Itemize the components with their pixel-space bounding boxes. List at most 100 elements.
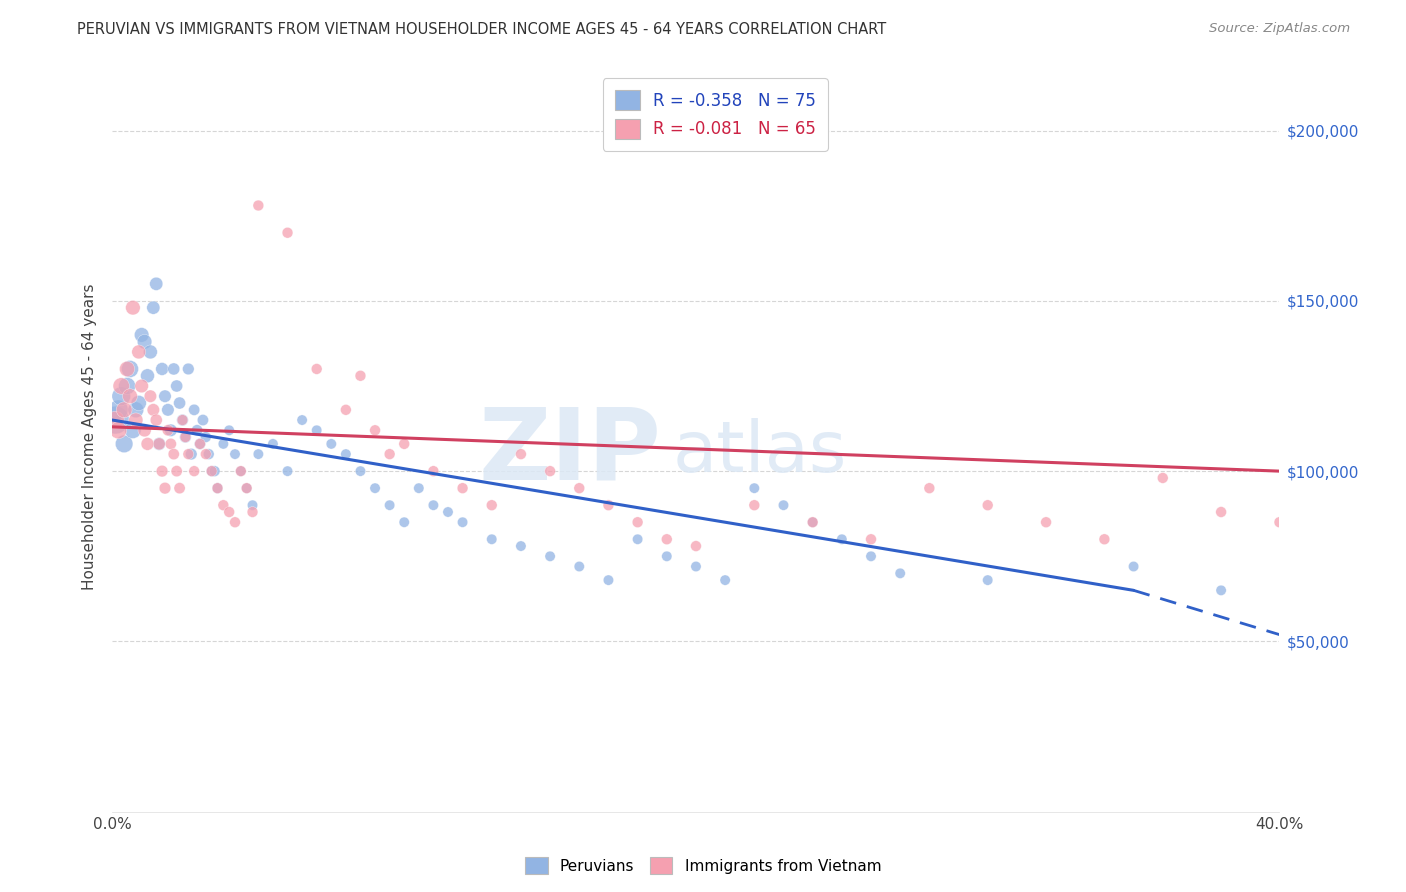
Point xyxy=(451,481,474,495)
Point xyxy=(172,413,194,427)
Point xyxy=(172,413,194,427)
Legend: R = -0.358   N = 75, R = -0.081   N = 65: R = -0.358 N = 75, R = -0.081 N = 65 xyxy=(603,78,828,151)
Y-axis label: Householder Income Ages 45 - 64 years: Householder Income Ages 45 - 64 years xyxy=(82,284,97,591)
Point xyxy=(349,464,371,478)
Point xyxy=(110,389,132,403)
Point xyxy=(150,464,173,478)
Point xyxy=(212,498,235,512)
Point xyxy=(134,423,156,437)
Point xyxy=(538,464,561,478)
Point xyxy=(655,549,678,564)
Point xyxy=(242,505,264,519)
Point xyxy=(364,481,387,495)
Point xyxy=(174,430,197,444)
Point xyxy=(831,533,853,547)
Point xyxy=(394,437,416,451)
Point xyxy=(714,573,737,587)
Point xyxy=(1268,515,1291,529)
Point xyxy=(568,559,591,574)
Point xyxy=(150,362,173,376)
Text: PERUVIAN VS IMMIGRANTS FROM VIETNAM HOUSEHOLDER INCOME AGES 45 - 64 YEARS CORREL: PERUVIAN VS IMMIGRANTS FROM VIETNAM HOUS… xyxy=(77,22,887,37)
Legend: Peruvians, Immigrants from Vietnam: Peruvians, Immigrants from Vietnam xyxy=(519,851,887,880)
Point xyxy=(177,447,200,461)
Point xyxy=(1152,471,1174,485)
Point xyxy=(655,533,678,547)
Point xyxy=(183,464,205,478)
Point xyxy=(627,515,650,529)
Point xyxy=(598,498,620,512)
Point xyxy=(335,447,357,461)
Point xyxy=(321,437,343,451)
Point xyxy=(394,515,416,529)
Point xyxy=(772,498,794,512)
Point xyxy=(118,389,141,403)
Point xyxy=(305,423,328,437)
Point xyxy=(166,379,188,393)
Point xyxy=(889,566,911,581)
Point xyxy=(107,423,129,437)
Point xyxy=(218,505,240,519)
Point xyxy=(247,198,270,212)
Point xyxy=(627,533,650,547)
Point xyxy=(174,430,197,444)
Point xyxy=(685,559,707,574)
Point xyxy=(291,413,314,427)
Point xyxy=(276,226,298,240)
Point xyxy=(160,423,183,437)
Point xyxy=(153,389,176,403)
Point xyxy=(136,437,159,451)
Point xyxy=(801,515,824,529)
Point xyxy=(538,549,561,564)
Point xyxy=(115,362,138,376)
Point xyxy=(180,447,202,461)
Point xyxy=(207,481,229,495)
Point xyxy=(509,447,531,461)
Point xyxy=(437,505,460,519)
Text: ZIP: ZIP xyxy=(478,403,661,500)
Point xyxy=(104,413,127,427)
Point xyxy=(177,362,200,376)
Point xyxy=(481,498,503,512)
Point xyxy=(1209,505,1232,519)
Point xyxy=(156,423,179,437)
Point xyxy=(742,481,765,495)
Point xyxy=(860,549,883,564)
Point xyxy=(110,379,132,393)
Point xyxy=(224,515,246,529)
Point xyxy=(481,533,503,547)
Point xyxy=(166,464,188,478)
Point xyxy=(1122,559,1144,574)
Point xyxy=(107,402,129,417)
Point xyxy=(224,447,246,461)
Point xyxy=(212,437,235,451)
Point xyxy=(186,423,208,437)
Point xyxy=(112,437,135,451)
Point xyxy=(169,396,191,410)
Point xyxy=(229,464,252,478)
Point xyxy=(188,437,211,451)
Point xyxy=(976,498,998,512)
Point xyxy=(229,464,252,478)
Point xyxy=(122,423,145,437)
Point xyxy=(408,481,430,495)
Point xyxy=(262,437,284,451)
Point xyxy=(305,362,328,376)
Point xyxy=(136,368,159,383)
Point xyxy=(188,437,211,451)
Point xyxy=(160,437,183,451)
Point xyxy=(235,481,257,495)
Point xyxy=(142,402,165,417)
Point xyxy=(191,413,214,427)
Point xyxy=(201,464,224,478)
Point xyxy=(131,327,153,342)
Point xyxy=(207,481,229,495)
Point xyxy=(148,437,170,451)
Point xyxy=(918,481,941,495)
Point xyxy=(1094,533,1116,547)
Point xyxy=(139,345,162,359)
Point xyxy=(598,573,620,587)
Point xyxy=(976,573,998,587)
Point xyxy=(104,413,127,427)
Point xyxy=(122,301,145,315)
Point xyxy=(148,437,170,451)
